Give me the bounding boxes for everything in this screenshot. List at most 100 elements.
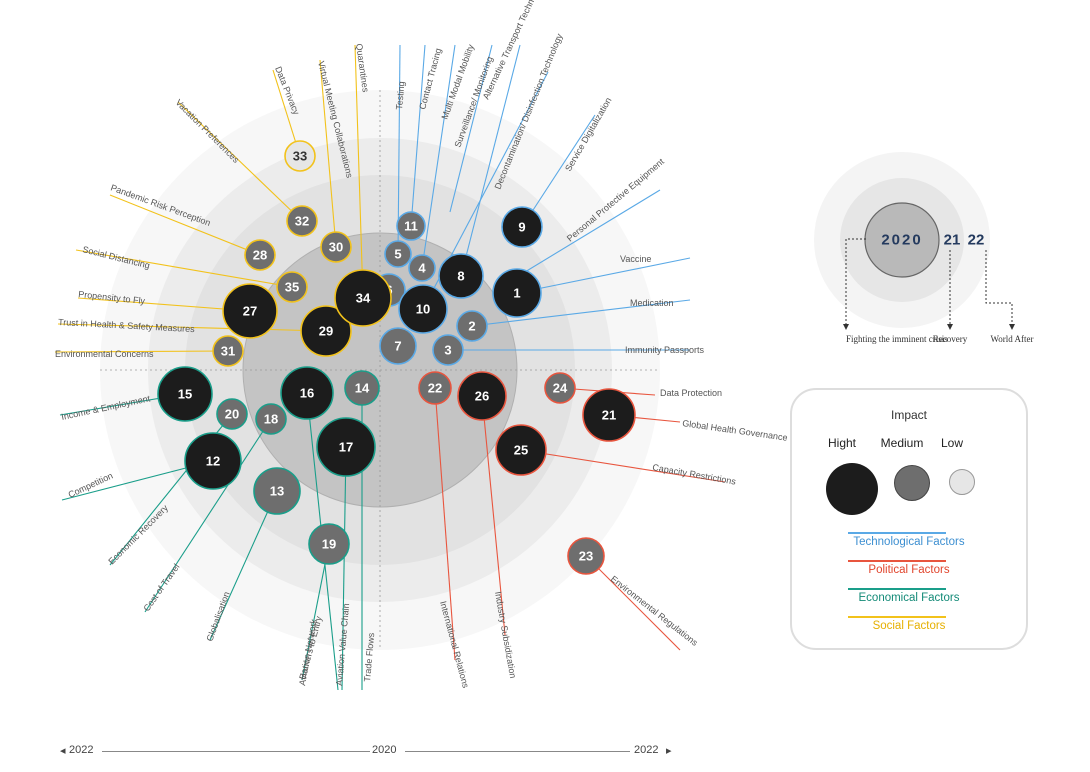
spoke-line-25 [520,449,726,483]
factor-number-28: 28 [253,248,267,263]
factor-number-13: 13 [270,484,284,499]
legend-soc-label: Social Factors [872,620,946,632]
phase-year-main: 2020 [881,232,922,249]
factor-circle-20[interactable] [216,398,248,430]
factor-circle-10[interactable] [398,284,448,334]
factor-circle-19[interactable] [308,523,350,565]
spoke-line-19 [301,543,330,681]
factor-circle-9[interactable] [501,206,543,248]
factor-number-11: 11 [404,219,418,234]
legend-tech-label: Technological Factors [853,536,965,548]
factor-circle-23[interactable] [567,537,605,575]
factor-circle-13[interactable] [253,467,301,515]
factor-circle-35[interactable] [276,271,308,303]
factor-number-5: 5 [394,247,401,262]
spoke-line-11 [410,44,426,227]
spoke-line-8 [460,44,521,277]
factor-circle-3[interactable] [432,334,464,366]
factor-circles: 1234567891011121314151617181920212223242… [157,140,636,575]
factor-label-24: Data Protection [660,388,722,398]
timeline-axis: ◂ 2022 2020 2022 ▸ [60,744,680,760]
factor-number-18: 18 [264,412,278,427]
legend-pol-label: Political Factors [868,564,950,576]
factor-circle-14[interactable] [344,370,380,406]
factor-circle-4[interactable] [408,254,436,282]
factor-number-19: 19 [322,537,336,552]
factor-number-23: 23 [579,549,593,564]
factor-number-20: 20 [225,407,239,422]
factor-number-35: 35 [285,280,299,295]
factor-circle-22[interactable] [418,371,452,405]
factor-circle-26[interactable] [457,371,507,421]
factor-number-22: 22 [428,381,442,396]
factor-number-10: 10 [416,302,430,317]
factor-circle-28[interactable] [244,239,276,271]
factor-circle-12[interactable] [184,432,242,490]
factor-circle-11[interactable] [396,211,426,241]
factor-circle-29[interactable] [300,305,352,357]
legend-impact-high-label: Hight [827,436,856,450]
factor-number-24: 24 [553,381,568,396]
factor-circle-25[interactable] [495,424,547,476]
legend-title: Impact [890,408,927,422]
factor-circle-8[interactable] [438,253,484,299]
factor-circle-17[interactable] [316,417,376,477]
factor-circle-1[interactable] [492,268,542,318]
factor-circle-16[interactable] [280,366,334,420]
factor-number-4: 4 [418,261,426,276]
factor-circle-27[interactable] [222,283,278,339]
factor-circle-24[interactable] [544,372,576,404]
factor-circle-15[interactable] [157,366,213,422]
factor-circle-31[interactable] [212,335,244,367]
factor-circle-32[interactable] [286,205,318,237]
spoke-line-27 [77,297,251,312]
phase-indicator: 2020 21 22 Fighting the imminent crisis … [800,150,1060,350]
legend-circle-medium [894,465,930,501]
spoke-line-23 [585,555,681,651]
factor-number-3: 3 [444,343,451,358]
legend-line-tech [848,532,946,534]
factor-number-26: 26 [475,389,489,404]
factor-circle-33[interactable] [284,140,316,172]
factor-number-29: 29 [319,324,333,339]
legend-econ-label: Economical Factors [858,592,960,604]
phase-year-mid: 21 [944,232,961,249]
factor-circle-18[interactable] [255,403,287,435]
factor-number-9: 9 [518,220,525,235]
factor-number-33: 33 [293,149,307,164]
spoke-line-17 [341,446,347,691]
spoke-line-26 [481,395,506,636]
spoke-line-x12 [519,189,661,276]
factor-circle-7[interactable] [379,327,417,365]
factor-number-34: 34 [356,291,371,306]
timeline-right-label: 2022 [634,744,659,756]
timeline-line-right [405,751,630,752]
factor-label-1: Vaccine [620,254,651,264]
timeline-left-arrow: ◂ [60,745,66,757]
factor-label-21: Global Health Governance [682,418,788,443]
factor-number-16: 16 [300,386,314,401]
factor-circle-34[interactable] [334,269,392,327]
legend-impact-low-label: Low [940,436,963,450]
factor-number-31: 31 [221,344,235,359]
factor-circle-5[interactable] [384,240,412,268]
spoke-line-28 [109,194,261,256]
factor-circle-2[interactable] [456,310,488,342]
factor-label-25: Capacity Restrictions [652,462,737,487]
factor-label-3: Immunity Passports [625,345,705,355]
factor-number-2: 2 [468,319,475,334]
spoke-line-31 [54,350,229,353]
factor-label-5: Testing [394,81,406,110]
factor-number-21: 21 [602,408,616,423]
factor-label-14: Trade Flows [362,632,376,682]
spoke-line-32 [177,101,303,222]
factor-circle-30[interactable] [320,231,352,263]
factor-label-18: Cost of Travel [141,562,181,613]
spoke-line-13 [209,490,278,641]
factor-number-32: 32 [295,214,309,229]
factor-number-30: 30 [329,240,343,255]
factor-circle-21[interactable] [582,388,636,442]
spoke-line-1 [516,257,691,294]
factor-number-7: 7 [394,339,401,354]
factor-number-12: 12 [206,454,220,469]
